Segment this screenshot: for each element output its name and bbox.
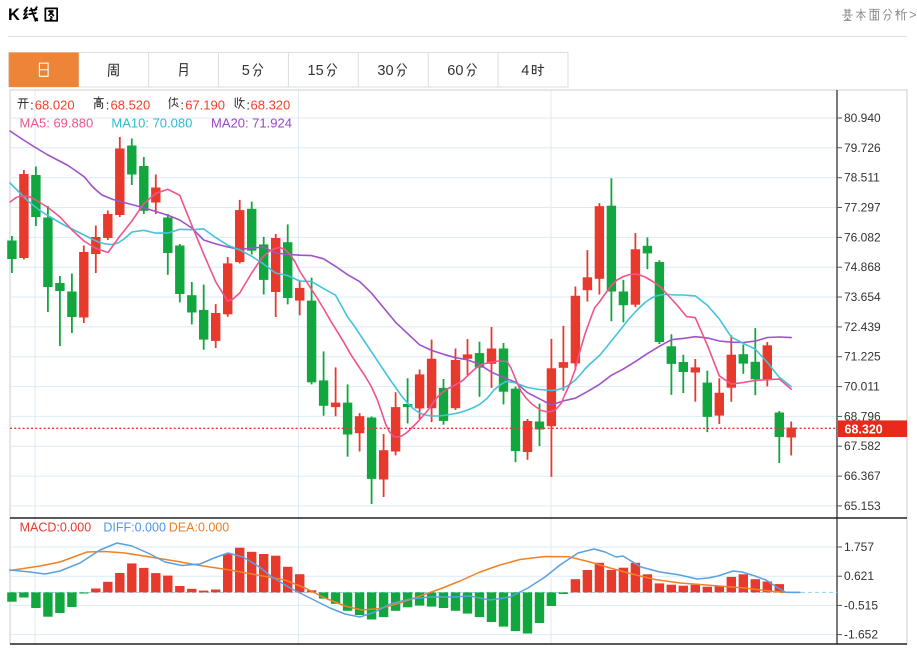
svg-text:68.020: 68.020 <box>35 98 75 113</box>
svg-text:80.940: 80.940 <box>844 111 881 125</box>
svg-text:78.511: 78.511 <box>844 171 880 185</box>
svg-text:-1.652: -1.652 <box>844 628 878 642</box>
svg-text:30: 30 <box>377 63 393 79</box>
svg-text:MA20: 71.924: MA20: 71.924 <box>211 116 292 131</box>
svg-text:4: 4 <box>521 63 529 79</box>
svg-text::: : <box>180 98 184 113</box>
svg-text:79.726: 79.726 <box>844 141 881 155</box>
svg-text:67.190: 67.190 <box>185 98 225 113</box>
svg-text:74.868: 74.868 <box>844 260 881 274</box>
svg-text:MA5: 69.880: MA5: 69.880 <box>20 116 94 131</box>
svg-text:MA10: 70.080: MA10: 70.080 <box>111 116 192 131</box>
svg-text:77.297: 77.297 <box>844 201 881 215</box>
svg-text::: : <box>30 98 34 113</box>
svg-text:MACD:0.000: MACD:0.000 <box>20 521 92 535</box>
svg-text:71.225: 71.225 <box>844 350 881 364</box>
svg-text:66.367: 66.367 <box>844 469 881 483</box>
svg-text:68.520: 68.520 <box>111 98 151 113</box>
svg-text:DEA:0.000: DEA:0.000 <box>169 521 230 535</box>
svg-text:0.621: 0.621 <box>844 569 874 583</box>
svg-text:76.082: 76.082 <box>844 230 881 244</box>
svg-text:70.011: 70.011 <box>844 380 880 394</box>
svg-text:68.320: 68.320 <box>251 98 291 113</box>
svg-text::: : <box>106 98 110 113</box>
svg-text:DIFF:0.000: DIFF:0.000 <box>103 521 166 535</box>
svg-text:-0.515: -0.515 <box>844 598 878 612</box>
svg-text:15: 15 <box>308 63 324 79</box>
svg-text:60: 60 <box>447 63 463 79</box>
svg-text:K: K <box>8 6 20 24</box>
svg-text:>: > <box>909 7 917 22</box>
svg-text:1.757: 1.757 <box>844 540 874 554</box>
svg-text:72.439: 72.439 <box>844 320 881 334</box>
svg-text:73.654: 73.654 <box>844 290 881 304</box>
svg-text:5: 5 <box>242 63 250 79</box>
svg-text::: : <box>246 98 250 113</box>
svg-text:68.320: 68.320 <box>845 422 883 436</box>
svg-text:67.582: 67.582 <box>844 439 881 453</box>
svg-text:65.153: 65.153 <box>844 499 881 513</box>
